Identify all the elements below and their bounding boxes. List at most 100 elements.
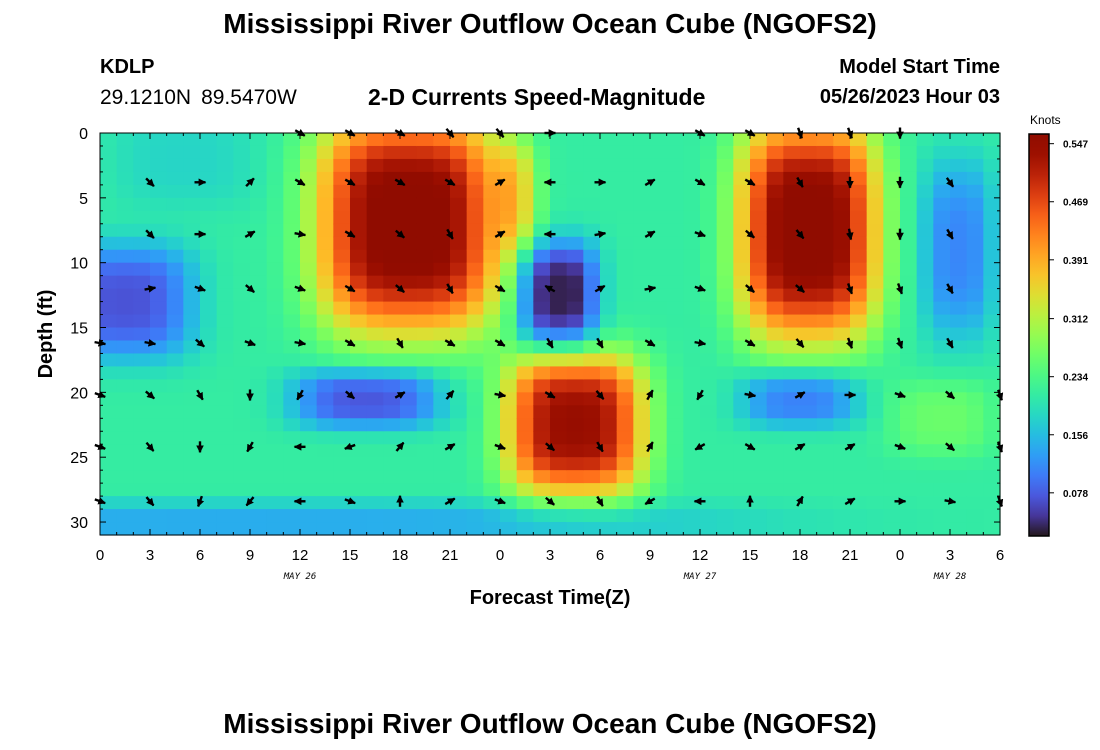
current-arrow (344, 284, 356, 293)
heatmap-cell (850, 457, 868, 471)
heatmap-cell (766, 444, 784, 458)
heatmap-cell (366, 236, 384, 251)
heatmap-cell (416, 457, 434, 471)
heatmap-cell (616, 470, 634, 484)
heatmap-cell (733, 405, 751, 419)
heatmap-cell (800, 314, 818, 329)
heatmap-cell (666, 184, 684, 199)
heatmap-cell (816, 509, 834, 523)
heatmap-cell (200, 288, 218, 303)
heatmap-cell (883, 314, 901, 329)
heatmap-cell (650, 314, 668, 329)
heatmap-cell (466, 457, 484, 471)
heatmap-cell (716, 133, 734, 147)
current-arrow (294, 178, 306, 187)
heatmap-cell (683, 366, 701, 380)
heatmap-cell (483, 418, 501, 432)
heatmap-cell (700, 496, 718, 510)
heatmap-cell (500, 405, 518, 419)
heatmap-cell (516, 288, 534, 303)
heatmap-cell (483, 522, 501, 536)
heatmap-cell (383, 301, 401, 316)
heatmap-cell (983, 223, 1001, 238)
heatmap-cell (816, 444, 834, 458)
heatmap-cell (850, 483, 868, 497)
heatmap-cell (116, 457, 134, 471)
heatmap-cell (416, 301, 434, 316)
heatmap-cell (100, 275, 118, 290)
heatmap-cell (483, 483, 501, 497)
heatmap-cell (683, 418, 701, 432)
heatmap-cell (650, 301, 668, 316)
heatmap-cell (950, 301, 968, 316)
heatmap-cell (833, 431, 851, 445)
heatmap-cell (283, 249, 301, 264)
heatmap-cell (233, 483, 251, 497)
heatmap-cell (266, 223, 284, 238)
heatmap-cell (600, 522, 618, 536)
heatmap-cell (566, 483, 584, 497)
heatmap-cell (433, 470, 451, 484)
heatmap-cell (466, 236, 484, 251)
heatmap-cell (750, 483, 768, 497)
heatmap-cell (450, 158, 468, 173)
heatmap-cell (933, 210, 951, 225)
heatmap-cell (500, 197, 518, 212)
heatmap-cell (700, 288, 718, 303)
heatmap-cell (400, 405, 418, 419)
heatmap-cell (483, 314, 501, 329)
heatmap-cell (666, 509, 684, 523)
heatmap-cell (183, 262, 201, 277)
heatmap-cell (333, 223, 351, 238)
heatmap-cell (300, 418, 318, 432)
heatmap-cell (483, 145, 501, 160)
heatmap-cell (133, 379, 151, 393)
heatmap-cell (483, 327, 501, 342)
heatmap-cell (416, 470, 434, 484)
heatmap-cell (116, 262, 134, 277)
heatmap-cell (950, 275, 968, 290)
heatmap-cell (116, 133, 134, 147)
heatmap-cell (266, 418, 284, 432)
heatmap-cell (916, 249, 934, 264)
heatmap-cell (866, 301, 884, 316)
heatmap-cell (516, 171, 534, 186)
heatmap-cell (966, 444, 984, 458)
heatmap-cell (483, 171, 501, 186)
heatmap-cell (983, 457, 1001, 471)
heatmap-cell (816, 301, 834, 316)
heatmap-cell (233, 288, 251, 303)
heatmap-cell (283, 197, 301, 212)
heatmap-cell (183, 340, 201, 355)
heatmap-cell (450, 379, 468, 393)
heatmap-cell (183, 197, 201, 212)
heatmap-cell (183, 327, 201, 342)
heatmap-cell (866, 133, 884, 147)
heatmap-cell (866, 366, 884, 380)
y-tick-label: 30 (70, 515, 88, 532)
heatmap-cell (333, 483, 351, 497)
heatmap-cell (650, 418, 668, 432)
heatmap-cell (550, 392, 568, 406)
x-tick-label: 15 (342, 547, 359, 564)
heatmap-cell (366, 405, 384, 419)
heatmap-cell (550, 353, 568, 368)
heatmap-cell (566, 314, 584, 329)
heatmap-cell (383, 236, 401, 251)
current-arrow (595, 389, 605, 400)
heatmap-cell (750, 249, 768, 264)
heatmap-cell (466, 197, 484, 212)
heatmap-cell (816, 522, 834, 536)
heatmap-cell (850, 340, 868, 355)
heatmap-cell (916, 275, 934, 290)
heatmap-cell (516, 158, 534, 173)
heatmap-cell (716, 314, 734, 329)
heatmap-cell (216, 314, 234, 329)
heatmap-cell (916, 522, 934, 536)
heatmap-cell (933, 301, 951, 316)
heatmap-cell (116, 340, 134, 355)
heatmap-cell (350, 197, 368, 212)
heatmap-cell (250, 223, 268, 238)
heatmap-cell (666, 444, 684, 458)
heatmap-cell (200, 249, 218, 264)
